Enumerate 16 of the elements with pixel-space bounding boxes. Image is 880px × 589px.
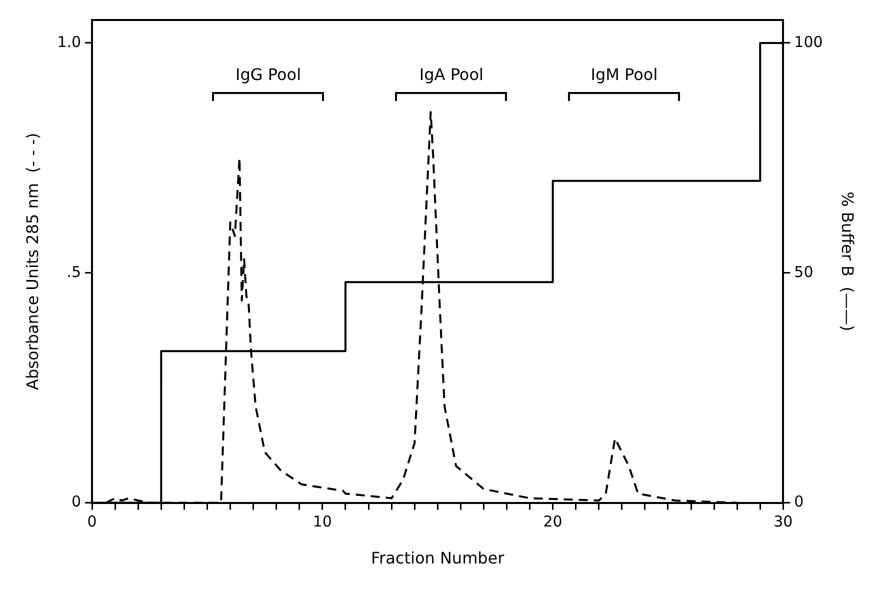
x-tick-label: 0 (87, 512, 97, 531)
x-tick-label: 10 (312, 512, 332, 531)
annotation: IgM Pool (590, 65, 658, 84)
y-tick-label: .5 (66, 262, 82, 281)
annotation: IgA Pool (419, 65, 484, 84)
x-tick-label: 30 (774, 512, 793, 531)
y-tick-label: 0 (72, 492, 82, 511)
y2-tick-label: 100 (794, 32, 823, 51)
x-tick-label: 20 (543, 512, 562, 531)
y-axis-title: Absorbance Units 285 nm (- - -) (22, 132, 42, 390)
y2-tick-label: 0 (794, 492, 804, 511)
annotation: IgG Pool (236, 65, 302, 84)
y-tick-label: 1.0 (57, 32, 82, 51)
y2-axis-title: % Buffer B (——) (838, 192, 858, 332)
x-axis-title: Fraction Number (370, 548, 505, 568)
y2-tick-label: 50 (794, 262, 814, 281)
